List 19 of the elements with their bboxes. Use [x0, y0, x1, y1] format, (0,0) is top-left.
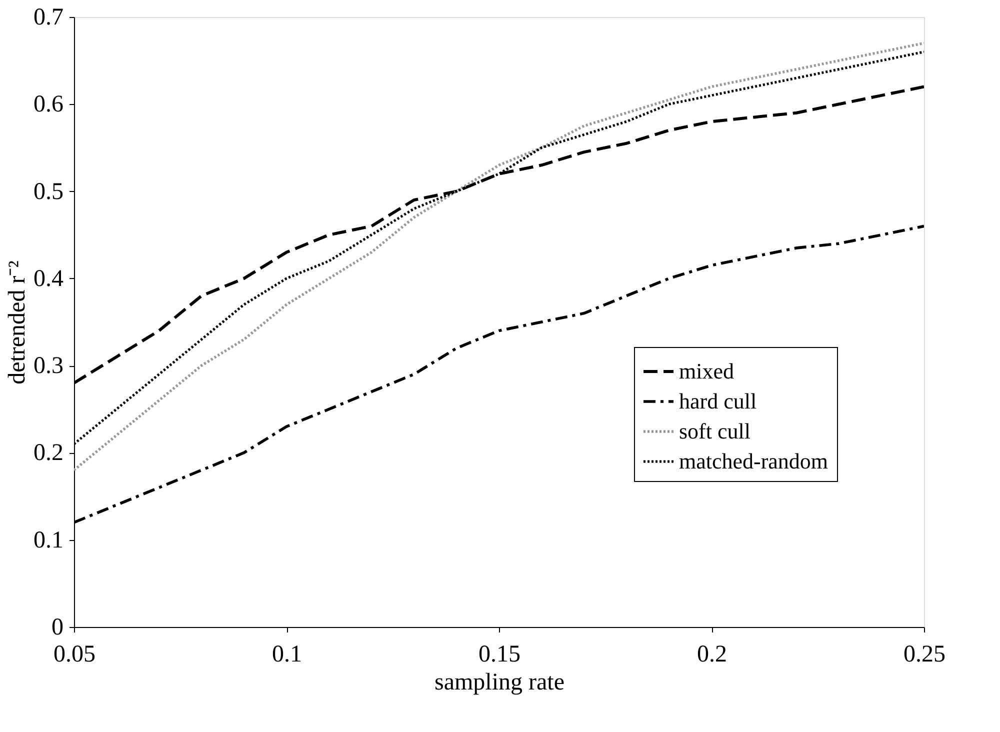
- y-tick-label: 0.7: [34, 4, 64, 30]
- y-tick-label: 0.4: [34, 266, 64, 292]
- x-tick-label: 0.2: [697, 642, 727, 668]
- legend-label: matched-random: [679, 448, 828, 474]
- x-tick-label: 0.05: [54, 642, 96, 668]
- x-tick-label: 0.25: [904, 642, 946, 668]
- y-axis-title: detrended r⁻²: [4, 260, 30, 384]
- x-axis-title: sampling rate: [434, 670, 564, 696]
- x-tick-label: 0.15: [478, 642, 520, 668]
- y-tick-label: 0.3: [34, 353, 64, 380]
- y-tick-label: 0.5: [34, 178, 64, 205]
- y-tick-label: 0: [52, 614, 64, 640]
- y-tick-label: 0.6: [34, 92, 64, 118]
- x-tick-label: 0.1: [272, 642, 302, 668]
- legend-label: mixed: [679, 358, 734, 384]
- y-tick-label: 0.1: [34, 527, 64, 554]
- legend-label: soft cull: [679, 418, 750, 444]
- y-tick-label: 0.2: [34, 440, 64, 466]
- legend-label: hard cull: [679, 388, 757, 414]
